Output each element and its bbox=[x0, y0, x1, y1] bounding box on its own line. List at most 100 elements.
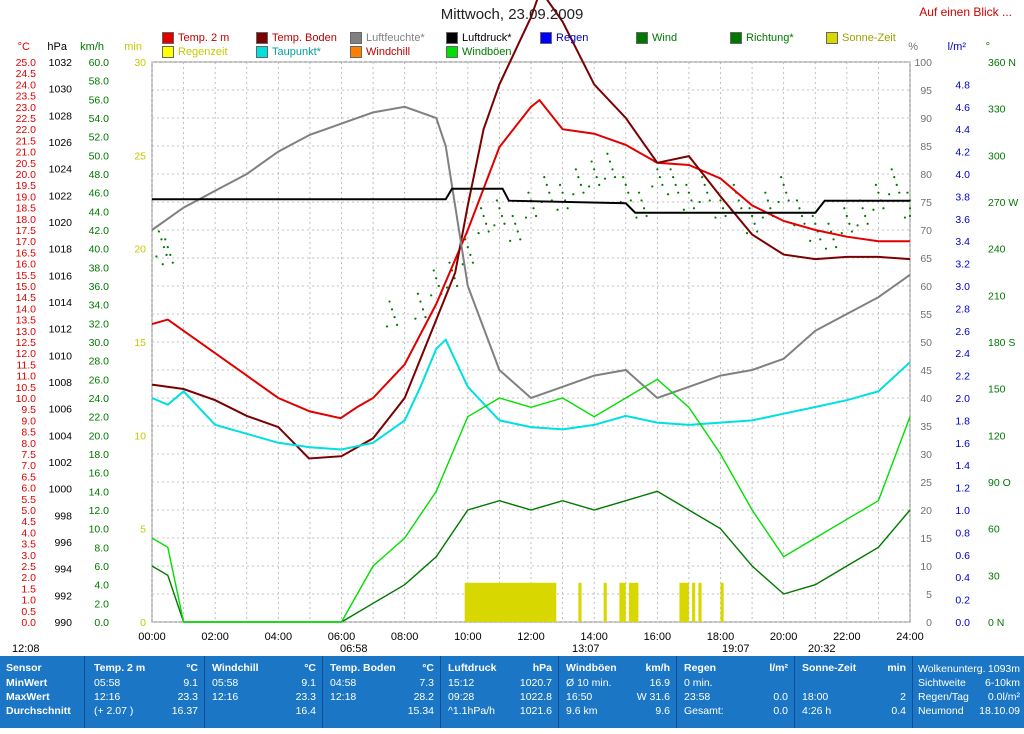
direction-point bbox=[519, 238, 522, 241]
pressure-tick-label: 1010 bbox=[49, 350, 73, 362]
legend-label: Taupunkt* bbox=[272, 46, 321, 58]
direction-point bbox=[874, 183, 877, 186]
direction-point bbox=[708, 199, 711, 202]
direction-point bbox=[719, 199, 722, 202]
direction-point bbox=[155, 255, 158, 258]
direction-unit-label: ° bbox=[986, 41, 990, 53]
x-tick-label: 14:00 bbox=[580, 631, 608, 643]
rain-tick-label: 3.0 bbox=[955, 281, 970, 293]
sensor-header: Sensor bbox=[6, 662, 42, 674]
direction-point bbox=[595, 176, 598, 179]
pressure-tick-label: 1004 bbox=[49, 430, 73, 442]
direction-point bbox=[627, 191, 630, 194]
legend-label: Temp. 2 m bbox=[178, 32, 230, 44]
druck-max-time: 09:28 bbox=[448, 691, 475, 703]
direction-point bbox=[882, 207, 885, 210]
sunshine-bar bbox=[464, 582, 557, 622]
temp-tick-label: 18.0 bbox=[16, 214, 37, 226]
wind-tick-label: 24.0 bbox=[89, 393, 110, 405]
direction-point bbox=[706, 191, 709, 194]
wind-tick-label: 8.0 bbox=[94, 542, 109, 554]
direction-point bbox=[629, 199, 632, 202]
overview-link[interactable]: Auf einen Blick ... bbox=[919, 5, 1012, 19]
temp-max-time: 12:16 bbox=[94, 691, 121, 703]
pressure-tick-label: 1026 bbox=[49, 137, 73, 149]
temp-tick-label: 17.5 bbox=[16, 225, 37, 237]
temp-tick-label: 9.0 bbox=[21, 415, 36, 427]
direction-point bbox=[598, 183, 601, 186]
wind-tick-label: 40.0 bbox=[89, 244, 110, 256]
legend-swatch bbox=[350, 46, 362, 58]
temp-tick-label: 7.5 bbox=[21, 449, 36, 461]
direction-point bbox=[724, 214, 727, 218]
rain-tick-label: 1.2 bbox=[955, 483, 970, 495]
wind-tick-label: 52.0 bbox=[89, 132, 110, 144]
rain-tick-label: 2.8 bbox=[955, 303, 970, 315]
direction-point bbox=[651, 185, 654, 188]
chill-min-value: 9.1 bbox=[301, 677, 316, 689]
legend-label: Windböen bbox=[462, 46, 512, 58]
rain-unit-label: l/m² bbox=[948, 41, 967, 53]
wind-tick-label: 18.0 bbox=[89, 449, 110, 461]
rain-tick-label: 4.6 bbox=[955, 102, 970, 114]
legend-item: Richtung* bbox=[730, 32, 794, 44]
legend-swatch bbox=[162, 32, 174, 44]
temp-tick-label: 13.5 bbox=[16, 315, 37, 327]
direction-point bbox=[888, 193, 891, 196]
legend-item: Regenzeit bbox=[162, 46, 228, 58]
direction-point bbox=[811, 214, 814, 218]
humidity-tick-label: 95 bbox=[920, 85, 932, 97]
legend-swatch bbox=[540, 32, 552, 44]
rain-day-value: 0.0l/m² bbox=[987, 691, 1020, 703]
direction-point bbox=[906, 191, 909, 194]
sunshine-bar bbox=[679, 582, 689, 622]
pressure-tick-label: 1032 bbox=[49, 57, 73, 69]
direction-tick-label: 60 bbox=[988, 524, 1000, 536]
legend-label: Regen bbox=[556, 32, 589, 44]
sunshine-bar bbox=[698, 582, 702, 622]
direction-point bbox=[566, 207, 569, 210]
direction-point bbox=[624, 183, 627, 186]
pressure-tick-label: 1006 bbox=[49, 404, 73, 416]
temp-tick-label: 3.5 bbox=[21, 539, 36, 551]
direction-point bbox=[840, 232, 843, 235]
direction-point bbox=[703, 183, 706, 186]
direction-point bbox=[893, 176, 896, 179]
direction-point bbox=[658, 176, 661, 179]
temp-tick-label: 4.0 bbox=[21, 527, 36, 539]
direction-point bbox=[672, 176, 675, 179]
legend-label: Luftdruck* bbox=[462, 32, 512, 44]
humidity-tick-label: 60 bbox=[920, 281, 932, 293]
direction-point bbox=[590, 160, 593, 163]
direction-point bbox=[435, 277, 438, 280]
pressure-tick-label: 1000 bbox=[49, 484, 73, 496]
temp-tick-label: 20.0 bbox=[16, 169, 37, 181]
direction-tick-label: 180 S bbox=[988, 337, 1015, 349]
boen-min-value: 16.9 bbox=[649, 677, 670, 689]
rain-tick-label: 3.2 bbox=[955, 259, 970, 271]
direction-point bbox=[701, 176, 704, 179]
direction-point bbox=[685, 183, 688, 186]
legend-swatch bbox=[162, 46, 174, 58]
direction-point bbox=[692, 207, 696, 210]
direction-point bbox=[419, 300, 422, 303]
summary-regen-col: Regen l/m² 0 min. 23:58 0.0 Gesamt: 0.0 bbox=[678, 656, 795, 728]
temp-min-time: 05:58 bbox=[94, 677, 121, 689]
boen-avg-trend: 9.6 km bbox=[566, 705, 598, 717]
druck-min-time: 15:12 bbox=[448, 677, 475, 689]
druck-header: Luftdruck bbox=[448, 662, 497, 674]
avg-label: Durchschnitt bbox=[6, 705, 71, 717]
summary-panel: Sensor MinWert MaxWert Durchschnitt Temp… bbox=[0, 656, 1024, 728]
direction-point bbox=[661, 183, 664, 186]
x-tick-label: 24:00 bbox=[896, 631, 924, 643]
temp-unit-label: °C bbox=[18, 41, 30, 53]
direction-point bbox=[169, 253, 172, 256]
direction-point bbox=[556, 208, 559, 211]
legend-swatch bbox=[826, 32, 838, 44]
wind-unit-label: km/h bbox=[80, 41, 104, 53]
temp-tick-label: 8.5 bbox=[21, 427, 36, 439]
direction-tick-label: 210 bbox=[988, 290, 1006, 302]
direction-point bbox=[829, 230, 833, 233]
sunshine-bar bbox=[619, 582, 626, 622]
sonne-unit: min bbox=[887, 662, 906, 674]
